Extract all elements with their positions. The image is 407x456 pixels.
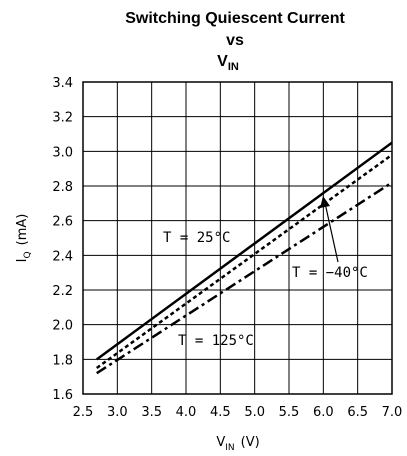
y-axis-label-sub: Q [23, 251, 33, 258]
y-axis-label: IQ (mA) [15, 214, 33, 263]
x-axis-label: VIN (V) [216, 435, 259, 453]
y-tick-label: 1.8 [52, 353, 73, 368]
x-tick-label: 6.0 [313, 405, 334, 420]
y-tick-label: 1.6 [52, 388, 73, 403]
x-axis-label-main: V [216, 435, 225, 450]
x-axis-label-unit: (V) [241, 435, 260, 450]
series-line-t125 [96, 181, 393, 375]
x-tick-label: 4.5 [210, 405, 231, 420]
y-tick-label: 2.2 [52, 284, 73, 299]
series-line-tm40 [96, 153, 393, 370]
chart-title-line3: VIN [217, 53, 239, 73]
y-tick-labels: 1.6 1.8 2.0 2.2 2.4 2.6 2.8 3.0 3.2 3.4 [52, 76, 73, 403]
y-tick-label: 3.0 [52, 145, 73, 160]
x-tick-label: 3.0 [107, 405, 128, 420]
x-tick-label: 7.0 [382, 405, 403, 420]
y-axis-label-unit: (mA) [15, 214, 30, 246]
y-tick-label: 2.6 [52, 215, 73, 230]
y-tick-label: 3.4 [52, 76, 73, 91]
y-tick-label: 3.2 [52, 111, 73, 126]
x-tick-label: 2.5 [73, 405, 94, 420]
y-axis-label-main: I [15, 258, 30, 262]
annotation-t125: T = 125°C [178, 333, 254, 349]
annotation-tm40: T = −40°C [292, 265, 368, 281]
chart-title-line1: Switching Quiescent Current [125, 10, 345, 27]
annotation-t25: T = 25°C [163, 230, 230, 246]
chart-title-line2: vs [226, 32, 244, 49]
series-line-t25 [95, 141, 393, 361]
x-axis-label-sub: IN [225, 443, 234, 453]
annotation-arrow-head [320, 196, 330, 208]
chart-title-line3-main: V [217, 53, 228, 70]
y-tick-label: 2.8 [52, 180, 73, 195]
chart-title-line3-sub: IN [228, 61, 239, 73]
y-tick-label: 2.0 [52, 319, 73, 334]
plot-frame [82, 81, 393, 395]
annotation-arrow-line [324, 202, 339, 263]
y-tick-label: 2.4 [52, 249, 73, 264]
x-tick-label: 5.5 [279, 405, 300, 420]
x-tick-label: 6.5 [347, 405, 368, 420]
x-tick-label: 3.5 [141, 405, 162, 420]
x-tick-label: 4.0 [176, 405, 197, 420]
x-tick-labels: 2.5 3.0 3.5 4.0 4.5 5.0 5.5 6.0 6.5 7.0 [73, 405, 403, 420]
series-group [95, 141, 393, 375]
plot-grid [82, 81, 393, 395]
x-tick-label: 5.0 [244, 405, 265, 420]
